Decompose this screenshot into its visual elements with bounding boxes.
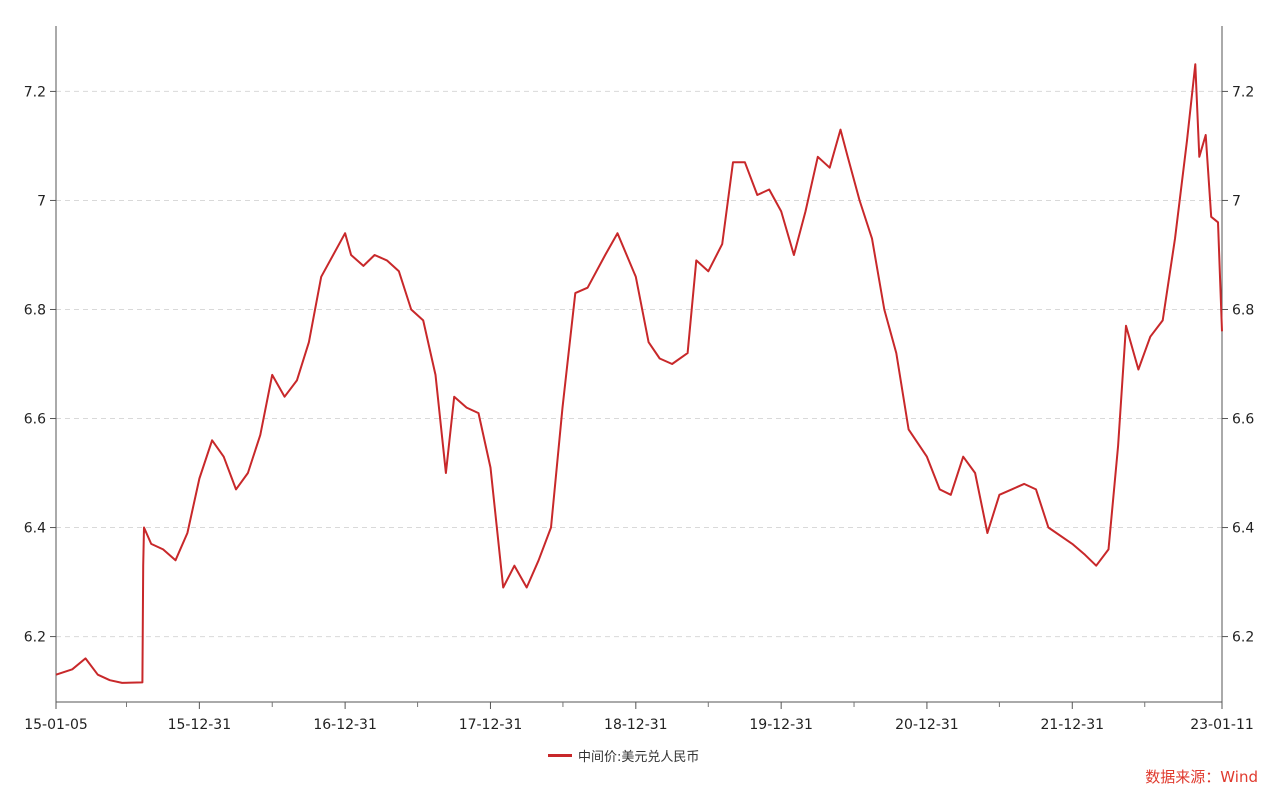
y-tick-label-left: 6.6 <box>24 412 46 428</box>
legend-label: 中间价:美元兑人民币 <box>578 750 700 765</box>
y-tick-label-left: 6.4 <box>24 521 46 537</box>
series-line <box>55 63 1223 684</box>
x-tick-label: 18-12-31 <box>604 717 668 733</box>
y-tick-label-right: 7 <box>1232 193 1241 209</box>
ticks: 6.2 6.2 6.4 6.4 6.6 6.6 6.8 6.8 7 7 7.2 7.2 15-01-05… <box>24 84 1255 733</box>
y-tick-label-right: 6.4 <box>1232 521 1254 537</box>
x-tick-label: 23-01-11 <box>1190 717 1254 733</box>
y-tick-label-right: 6.2 <box>1232 630 1254 646</box>
y-tick-label-right: 6.6 <box>1232 412 1254 428</box>
x-tick-label: 17-12-31 <box>459 717 523 733</box>
source-note: 数据来源：Wind <box>1145 768 1258 786</box>
y-tick-label-left: 6.8 <box>24 302 46 318</box>
y-tick-label-left: 6.2 <box>24 630 46 646</box>
gridlines <box>56 90 1222 638</box>
x-tick-label: 15-12-31 <box>168 717 232 733</box>
axes <box>55 26 1223 703</box>
legend: 中间价:美元兑人民币 <box>548 746 699 765</box>
line-chart: 6.2 6.2 6.4 6.4 6.6 6.6 6.8 6.8 7 7 7.2 7.2 15-01-05… <box>24 26 1255 733</box>
y-tick-label-right: 7.2 <box>1232 84 1254 100</box>
y-tick-label-left: 7.2 <box>24 84 46 100</box>
x-tick-label: 20-12-31 <box>895 717 959 733</box>
x-tick-label: 15-01-05 <box>24 717 88 733</box>
y-tick-label-left: 7 <box>37 193 46 209</box>
x-tick-label: 19-12-31 <box>749 717 813 733</box>
x-tick-label: 21-12-31 <box>1040 717 1104 733</box>
y-tick-label-right: 6.8 <box>1232 302 1254 318</box>
x-tick-label: 16-12-31 <box>313 717 377 733</box>
series-group <box>55 63 1223 684</box>
legend-swatch <box>548 754 572 757</box>
